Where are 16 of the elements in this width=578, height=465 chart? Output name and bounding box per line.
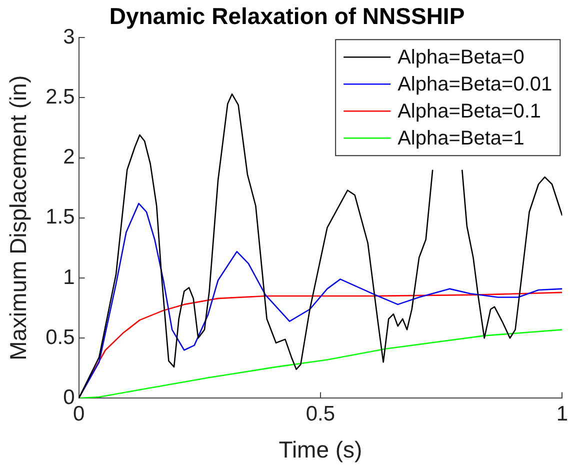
y-tick-label: 0.5 xyxy=(46,326,75,349)
legend-label: Alpha=Beta=1 xyxy=(398,128,524,150)
y-tick-label: 1.5 xyxy=(46,206,75,229)
legend-label: Alpha=Beta=0.01 xyxy=(398,74,552,96)
x-tick-label: 1 xyxy=(556,402,568,426)
y-tick-label: 0 xyxy=(63,386,75,409)
y-tick-label: 3 xyxy=(63,25,75,48)
y-tick-label: 2.5 xyxy=(46,85,75,108)
x-axis-title: Time (s) xyxy=(278,436,362,463)
y-tick-label: 1 xyxy=(63,266,75,289)
legend-label: Alpha=Beta=0 xyxy=(398,46,524,69)
y-tick-label: 2 xyxy=(63,146,75,169)
legend-label: Alpha=Beta=0.1 xyxy=(398,100,542,123)
x-tick-label: 0.5 xyxy=(306,402,336,426)
chart-title: Dynamic Relaxation of NNSSHIP xyxy=(109,3,465,30)
y-axis-title: Maximum Displacement (in) xyxy=(5,75,32,360)
